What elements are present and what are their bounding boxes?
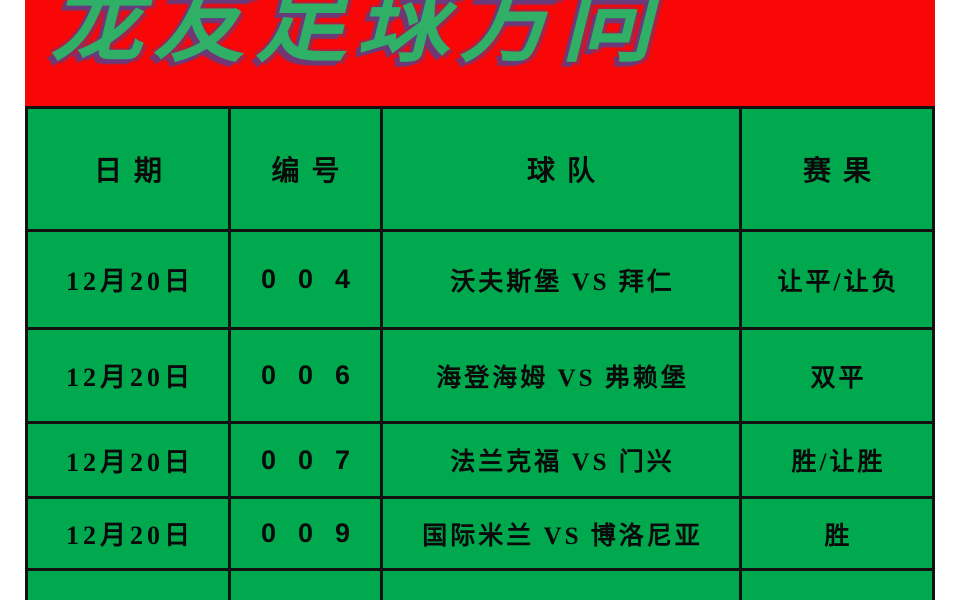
column-header-number: 编号 (231, 109, 380, 229)
cell-date: 12月20日 (28, 232, 228, 327)
empty-cell (231, 571, 380, 600)
column-header-date: 日期 (28, 109, 228, 229)
page-title: 龙友足球方向 (51, 0, 664, 73)
title-banner: 龙友足球方向 (25, 0, 935, 106)
column-header-teams: 球队 (383, 109, 739, 229)
empty-cell (28, 571, 228, 600)
cell-result: 胜/让胜 (742, 424, 932, 496)
cell-date: 12月20日 (28, 499, 228, 568)
column-header-result: 赛果 (742, 109, 932, 229)
cell-result: 胜 (742, 499, 932, 568)
cell-teams: 国际米兰 VS 博洛尼亚 (383, 499, 739, 568)
results-table: 日期 编号 球队 赛果 12月20日 004 沃夫斯堡 VS 拜仁 让平/让负 … (25, 106, 935, 600)
cell-result: 双平 (742, 330, 932, 421)
cell-date: 12月20日 (28, 330, 228, 421)
cell-number: 004 (231, 232, 380, 327)
empty-cell (383, 571, 739, 600)
cell-teams: 海登海姆 VS 弗赖堡 (383, 330, 739, 421)
content-area: 龙友足球方向 日期 编号 球队 赛果 12月20日 004 沃夫斯堡 VS 拜仁… (25, 0, 935, 600)
cell-date: 12月20日 (28, 424, 228, 496)
cell-number: 009 (231, 499, 380, 568)
empty-cell (742, 571, 932, 600)
cell-number: 007 (231, 424, 380, 496)
cell-number: 006 (231, 330, 380, 421)
cell-result: 让平/让负 (742, 232, 932, 327)
cell-teams: 沃夫斯堡 VS 拜仁 (383, 232, 739, 327)
cell-teams: 法兰克福 VS 门兴 (383, 424, 739, 496)
